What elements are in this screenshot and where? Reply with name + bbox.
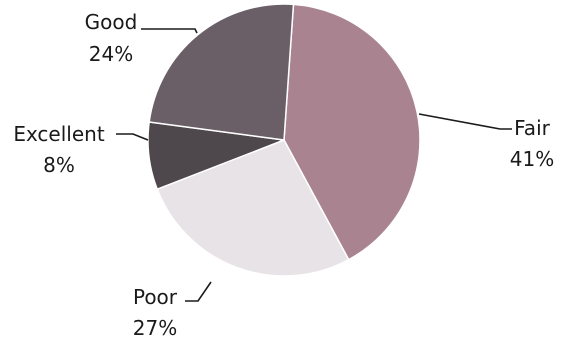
label-name-poor: Poor xyxy=(133,285,178,309)
label-value-good: 24% xyxy=(89,42,133,66)
slice-fair xyxy=(283,3,421,261)
label-value-fair: 41% xyxy=(510,147,554,171)
leader-line-excellent xyxy=(116,133,149,141)
slice-good xyxy=(148,3,295,141)
slice-labels: Good 24% Excellent 8% Fair 41% Poor 27% xyxy=(13,10,554,340)
label-value-excellent: 8% xyxy=(43,153,75,177)
label-value-poor: 27% xyxy=(133,316,177,340)
label-name-excellent: Excellent xyxy=(13,122,105,146)
pie-slices xyxy=(147,3,421,277)
leader-lines xyxy=(116,28,512,302)
leader-line-good xyxy=(141,28,198,34)
leader-line-fair xyxy=(418,113,512,130)
label-name-fair: Fair xyxy=(514,116,550,140)
leader-line-poor xyxy=(185,281,212,302)
label-name-good: Good xyxy=(85,10,138,34)
slice-poor xyxy=(156,139,350,277)
